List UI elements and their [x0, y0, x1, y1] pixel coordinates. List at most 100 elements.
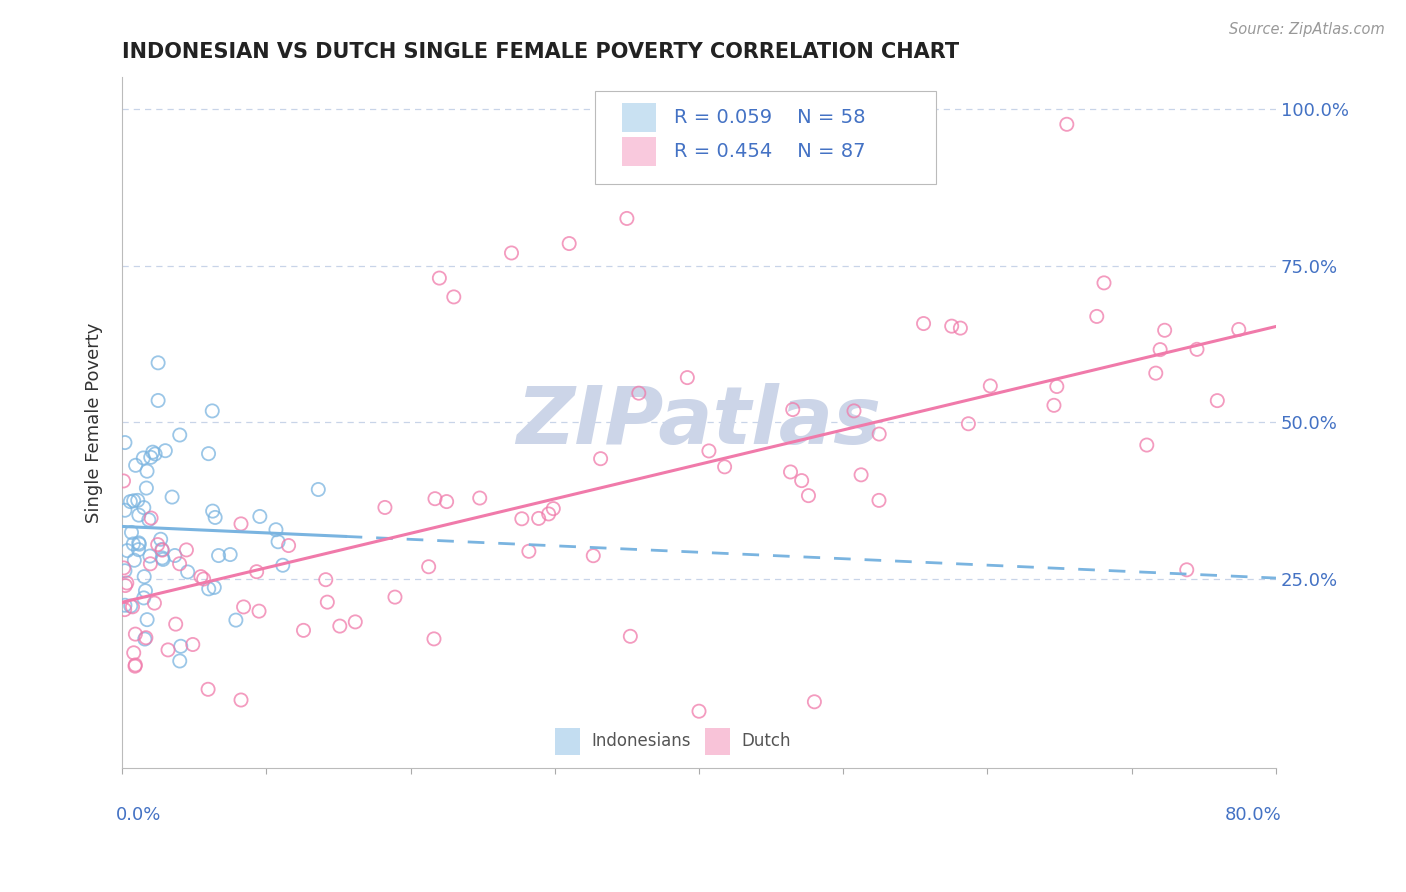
- Point: [114, 435, 136, 450]
- Point: [868, 493, 890, 508]
- Point: [150, 550, 173, 565]
- Point: [124, 627, 146, 641]
- Point: [912, 317, 935, 331]
- Point: [149, 533, 172, 547]
- Point: [169, 654, 191, 668]
- Point: [329, 619, 352, 633]
- Point: [160, 490, 183, 504]
- Point: [122, 646, 145, 660]
- Point: [150, 542, 173, 557]
- Point: [114, 578, 136, 592]
- Point: [868, 427, 890, 442]
- Point: [510, 512, 533, 526]
- Point: [219, 548, 242, 562]
- Point: [197, 582, 219, 596]
- Point: [1175, 563, 1198, 577]
- Point: [427, 271, 450, 285]
- Point: [1227, 322, 1250, 336]
- Point: [146, 538, 169, 552]
- Point: [115, 576, 138, 591]
- Point: [782, 402, 804, 417]
- Point: [849, 467, 872, 482]
- Point: [135, 481, 157, 495]
- Point: [181, 638, 204, 652]
- Point: [249, 509, 271, 524]
- Point: [803, 695, 825, 709]
- Point: [790, 474, 813, 488]
- Point: [112, 561, 135, 575]
- Point: [165, 617, 187, 632]
- Bar: [621, 137, 657, 166]
- Point: [134, 569, 156, 583]
- Point: [436, 494, 458, 508]
- Point: [688, 704, 710, 718]
- Text: INDONESIAN VS DUTCH SINGLE FEMALE POVERTY CORRELATION CHART: INDONESIAN VS DUTCH SINGLE FEMALE POVERT…: [122, 42, 959, 62]
- Point: [201, 404, 224, 418]
- Point: [120, 494, 142, 508]
- Point: [418, 559, 440, 574]
- Point: [143, 596, 166, 610]
- Point: [114, 599, 136, 613]
- Point: [949, 321, 972, 335]
- Point: [232, 599, 254, 614]
- Point: [207, 549, 229, 563]
- Point: [128, 537, 150, 551]
- Point: [114, 503, 136, 517]
- Point: [202, 581, 225, 595]
- Text: Source: ZipAtlas.com: Source: ZipAtlas.com: [1229, 22, 1385, 37]
- Text: 0.0%: 0.0%: [117, 805, 162, 823]
- Point: [1206, 393, 1229, 408]
- Y-axis label: Single Female Poverty: Single Female Poverty: [86, 322, 103, 523]
- Point: [169, 428, 191, 442]
- Point: [468, 491, 491, 505]
- Point: [315, 573, 337, 587]
- Point: [229, 516, 252, 531]
- Point: [124, 458, 146, 473]
- Text: Indonesians: Indonesians: [592, 732, 692, 750]
- Point: [115, 543, 138, 558]
- Point: [627, 386, 650, 401]
- Text: Dutch: Dutch: [742, 732, 792, 750]
- Text: R = 0.454    N = 87: R = 0.454 N = 87: [673, 143, 865, 161]
- Text: R = 0.059    N = 58: R = 0.059 N = 58: [673, 108, 865, 127]
- Point: [558, 236, 581, 251]
- Point: [114, 564, 136, 578]
- Point: [797, 489, 820, 503]
- Point: [1136, 438, 1159, 452]
- Point: [157, 643, 180, 657]
- Point: [589, 451, 612, 466]
- Point: [247, 604, 270, 618]
- Point: [190, 569, 212, 583]
- Point: [1144, 366, 1167, 380]
- FancyBboxPatch shape: [595, 91, 935, 185]
- Point: [139, 450, 162, 465]
- Point: [143, 447, 166, 461]
- Point: [142, 445, 165, 459]
- Point: [124, 553, 146, 567]
- Point: [193, 572, 215, 586]
- Point: [713, 459, 735, 474]
- Point: [344, 615, 367, 629]
- Point: [443, 290, 465, 304]
- Point: [271, 558, 294, 573]
- Point: [941, 319, 963, 334]
- Point: [267, 534, 290, 549]
- Point: [616, 211, 638, 226]
- Point: [1043, 398, 1066, 412]
- Point: [423, 491, 446, 506]
- Point: [138, 513, 160, 527]
- Point: [169, 557, 191, 571]
- Point: [176, 542, 198, 557]
- Point: [979, 379, 1001, 393]
- Point: [374, 500, 396, 515]
- Bar: [704, 729, 730, 755]
- Point: [136, 464, 159, 478]
- Point: [1185, 343, 1208, 357]
- Point: [1056, 117, 1078, 131]
- Point: [152, 552, 174, 566]
- Point: [201, 504, 224, 518]
- Bar: [621, 103, 657, 132]
- Point: [128, 536, 150, 550]
- Point: [127, 542, 149, 557]
- Point: [146, 356, 169, 370]
